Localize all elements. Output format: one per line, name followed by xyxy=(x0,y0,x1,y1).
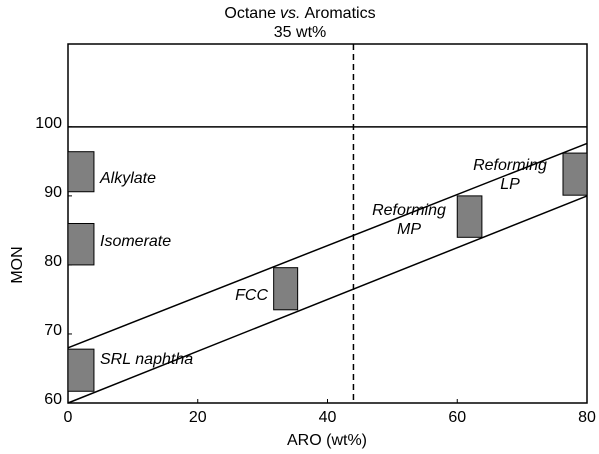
x-tick-label: 0 xyxy=(64,409,73,426)
trend-line xyxy=(67,142,588,349)
x-tick-label: 80 xyxy=(578,409,596,426)
annotation: 35 wt% xyxy=(274,24,326,41)
y-axis-label: MON xyxy=(9,246,26,283)
range-box xyxy=(273,267,299,311)
range-label: SRL naphtha xyxy=(100,351,193,368)
range-label: MP xyxy=(397,221,421,238)
title-part: Octane xyxy=(224,5,276,22)
range-box xyxy=(456,195,483,238)
x-tick-label: 60 xyxy=(448,409,466,426)
y-tick-label: 60 xyxy=(44,391,62,408)
range-label: Reforming xyxy=(372,202,446,219)
y-tick-label: 80 xyxy=(44,253,62,270)
range-box xyxy=(67,348,95,392)
y-tick-label: 100 xyxy=(35,115,62,132)
y-tick-label: 70 xyxy=(44,322,62,339)
range-box xyxy=(67,151,95,193)
x-tick-label: 20 xyxy=(189,409,207,426)
plot-frame xyxy=(67,43,588,404)
range-box xyxy=(562,152,588,196)
range-label: Isomerate xyxy=(100,233,171,250)
y-tick-label: 90 xyxy=(44,184,62,201)
range-label: LP xyxy=(500,176,520,193)
range-label: FCC xyxy=(235,287,268,304)
x-axis-label: ARO (wt%) xyxy=(287,432,367,449)
title-part: vs. xyxy=(280,5,300,22)
range-box xyxy=(67,223,95,266)
title-part: Aromatics xyxy=(304,5,375,22)
range-label: Reforming xyxy=(473,157,547,174)
chart-title: Octane vs. Aromatics xyxy=(224,5,375,22)
x-tick-label: 40 xyxy=(319,409,337,426)
trend-line xyxy=(67,195,588,404)
range-label: Alkylate xyxy=(99,170,156,187)
